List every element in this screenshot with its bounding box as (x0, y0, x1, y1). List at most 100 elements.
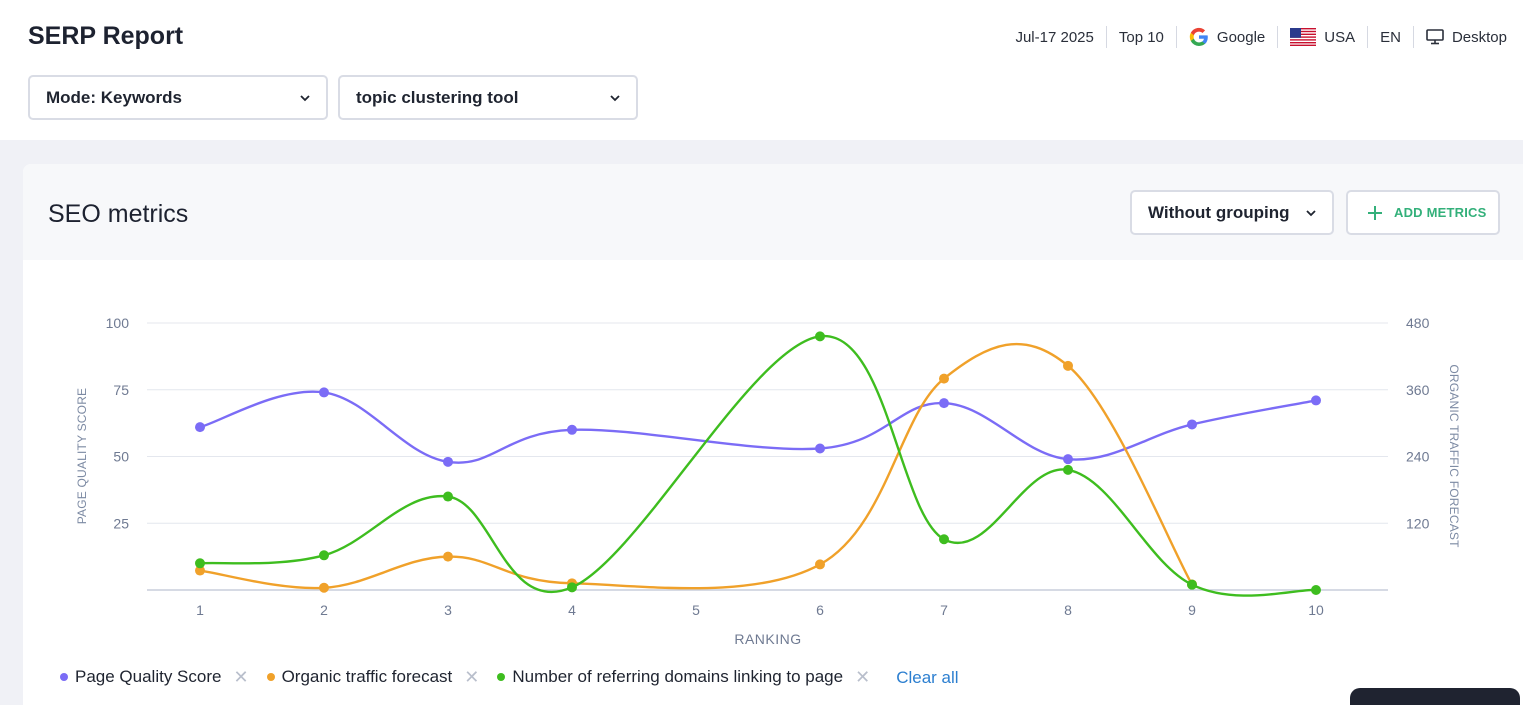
meta-language[interactable]: EN (1368, 26, 1414, 48)
x-tick-label: 10 (1308, 602, 1324, 618)
chevron-down-icon (1304, 205, 1318, 225)
data-point[interactable] (939, 534, 949, 545)
report-meta-bar: Jul-17 2025 Top 10 Google (1003, 26, 1507, 48)
y-right-tick-label: 360 (1406, 382, 1430, 398)
data-point[interactable] (195, 422, 205, 433)
data-point[interactable] (815, 331, 825, 342)
data-point[interactable] (1187, 579, 1197, 590)
add-metrics-button[interactable]: ADD METRICS (1346, 190, 1500, 235)
data-point[interactable] (567, 424, 577, 435)
data-point[interactable] (815, 559, 825, 570)
x-tick-label: 6 (816, 602, 824, 618)
mode-select-value: Mode: Keywords (46, 87, 183, 107)
chat-widget-tab[interactable] (1350, 688, 1520, 705)
chart-grid (147, 322, 1388, 524)
data-point[interactable] (195, 558, 205, 569)
legend-item-referring-domains[interactable]: Number of referring domains linking to p… (497, 667, 870, 687)
y-left-tick-label: 25 (113, 515, 129, 531)
y-right-tick-label: 240 (1406, 449, 1430, 465)
meta-country[interactable]: USA (1278, 26, 1369, 48)
series-line (199, 390, 1317, 464)
meta-top-label: Top 10 (1118, 28, 1164, 46)
chevron-down-icon (298, 90, 312, 110)
y-left-tick-label: 50 (113, 449, 129, 465)
x-tick-label: 5 (692, 602, 700, 618)
y-left-tick-label: 75 (113, 382, 129, 398)
legend-label: Page Quality Score (75, 667, 222, 686)
chart-legend: Page Quality Score ✕ Organic traffic for… (60, 666, 959, 688)
x-tick-label: 2 (320, 602, 328, 618)
data-point[interactable] (195, 565, 205, 576)
desktop-icon (1426, 29, 1444, 45)
legend-label: Organic traffic forecast (281, 667, 453, 686)
report-header: SERP Report Jul-17 2025 Top 10 Google (0, 0, 1523, 140)
y-right-tick-label: 480 (1406, 315, 1430, 331)
us-flag-icon (1290, 28, 1317, 46)
meta-engine[interactable]: Google (1177, 26, 1279, 48)
data-point[interactable] (319, 582, 329, 593)
x-tick-label: 7 (940, 602, 948, 618)
remove-metric-icon[interactable]: ✕ (233, 667, 249, 687)
data-point[interactable] (939, 398, 949, 409)
data-point[interactable] (443, 491, 453, 502)
y-right-tick-label: 120 (1406, 515, 1430, 531)
card-title: SEO metrics (48, 200, 189, 228)
y-left-tick-label: 100 (106, 315, 130, 331)
data-point[interactable] (443, 551, 453, 562)
add-metrics-label: ADD METRICS (1394, 205, 1487, 220)
legend-swatch (497, 673, 506, 681)
page-title: SERP Report (28, 22, 184, 50)
card-header: SEO metrics Without grouping ADD METRICS (23, 164, 1523, 260)
keyword-select[interactable]: topic clustering tool (338, 75, 638, 120)
data-point[interactable] (939, 373, 949, 384)
x-tick-label: 4 (568, 602, 576, 618)
series-line (199, 335, 1317, 597)
data-point[interactable] (443, 456, 453, 467)
x-tick-label: 9 (1188, 602, 1196, 618)
legend-swatch (266, 673, 275, 681)
x-tick-label: 1 (196, 602, 204, 618)
clear-all-link[interactable]: Clear all (896, 668, 959, 687)
legend-label: Number of referring domains linking to p… (512, 667, 844, 686)
data-point[interactable] (815, 443, 825, 454)
meta-device[interactable]: Desktop (1414, 26, 1507, 48)
seo-metrics-card: SEO metrics Without grouping ADD METRICS (23, 164, 1523, 705)
chart-series (195, 331, 1321, 597)
meta-date-label: Jul-17 2025 (1015, 28, 1094, 46)
plus-icon (1366, 204, 1384, 222)
keyword-select-value: topic clustering tool (356, 87, 519, 107)
grouping-select[interactable]: Without grouping (1130, 190, 1334, 235)
meta-engine-label: Google (1216, 28, 1266, 46)
meta-date[interactable]: Jul-17 2025 (1003, 26, 1107, 48)
meta-country-label: USA (1324, 28, 1356, 46)
remove-metric-icon[interactable]: ✕ (464, 667, 480, 687)
series-line (199, 342, 1194, 590)
mode-select[interactable]: Mode: Keywords (28, 75, 328, 120)
legend-item-page-quality[interactable]: Page Quality Score ✕ (60, 667, 249, 687)
legend-swatch (60, 673, 68, 681)
x-tick-label: 8 (1064, 602, 1072, 618)
meta-device-label: Desktop (1451, 28, 1507, 46)
google-icon (1189, 27, 1209, 47)
y-left-axis-title: PAGE QUALITY SCORE (75, 388, 89, 525)
meta-language-label: EN (1380, 28, 1401, 46)
chart-axes: 25 50 75 100 120 240 360 480 1 2 3 4 5 6 7 8 9 10 RANKING P… (75, 315, 1461, 647)
legend-item-organic-traffic[interactable]: Organic traffic forecast ✕ (266, 667, 480, 687)
remove-metric-icon[interactable]: ✕ (855, 667, 871, 687)
data-point[interactable] (319, 550, 329, 561)
data-point[interactable] (1063, 360, 1073, 371)
x-tick-label: 3 (444, 602, 452, 618)
x-axis-title: RANKING (734, 631, 801, 647)
data-point[interactable] (319, 387, 329, 398)
data-point[interactable] (1063, 464, 1073, 475)
data-point[interactable] (1311, 585, 1321, 595)
data-point[interactable] (1063, 454, 1073, 465)
chevron-down-icon (608, 90, 622, 110)
meta-top[interactable]: Top 10 (1107, 26, 1177, 48)
data-point[interactable] (1187, 419, 1197, 430)
data-point[interactable] (567, 582, 577, 593)
data-point[interactable] (1311, 395, 1321, 406)
y-right-axis-title: ORGANIC TRAFFIC FORECAST (1447, 364, 1461, 548)
grouping-select-value: Without grouping (1148, 202, 1290, 222)
